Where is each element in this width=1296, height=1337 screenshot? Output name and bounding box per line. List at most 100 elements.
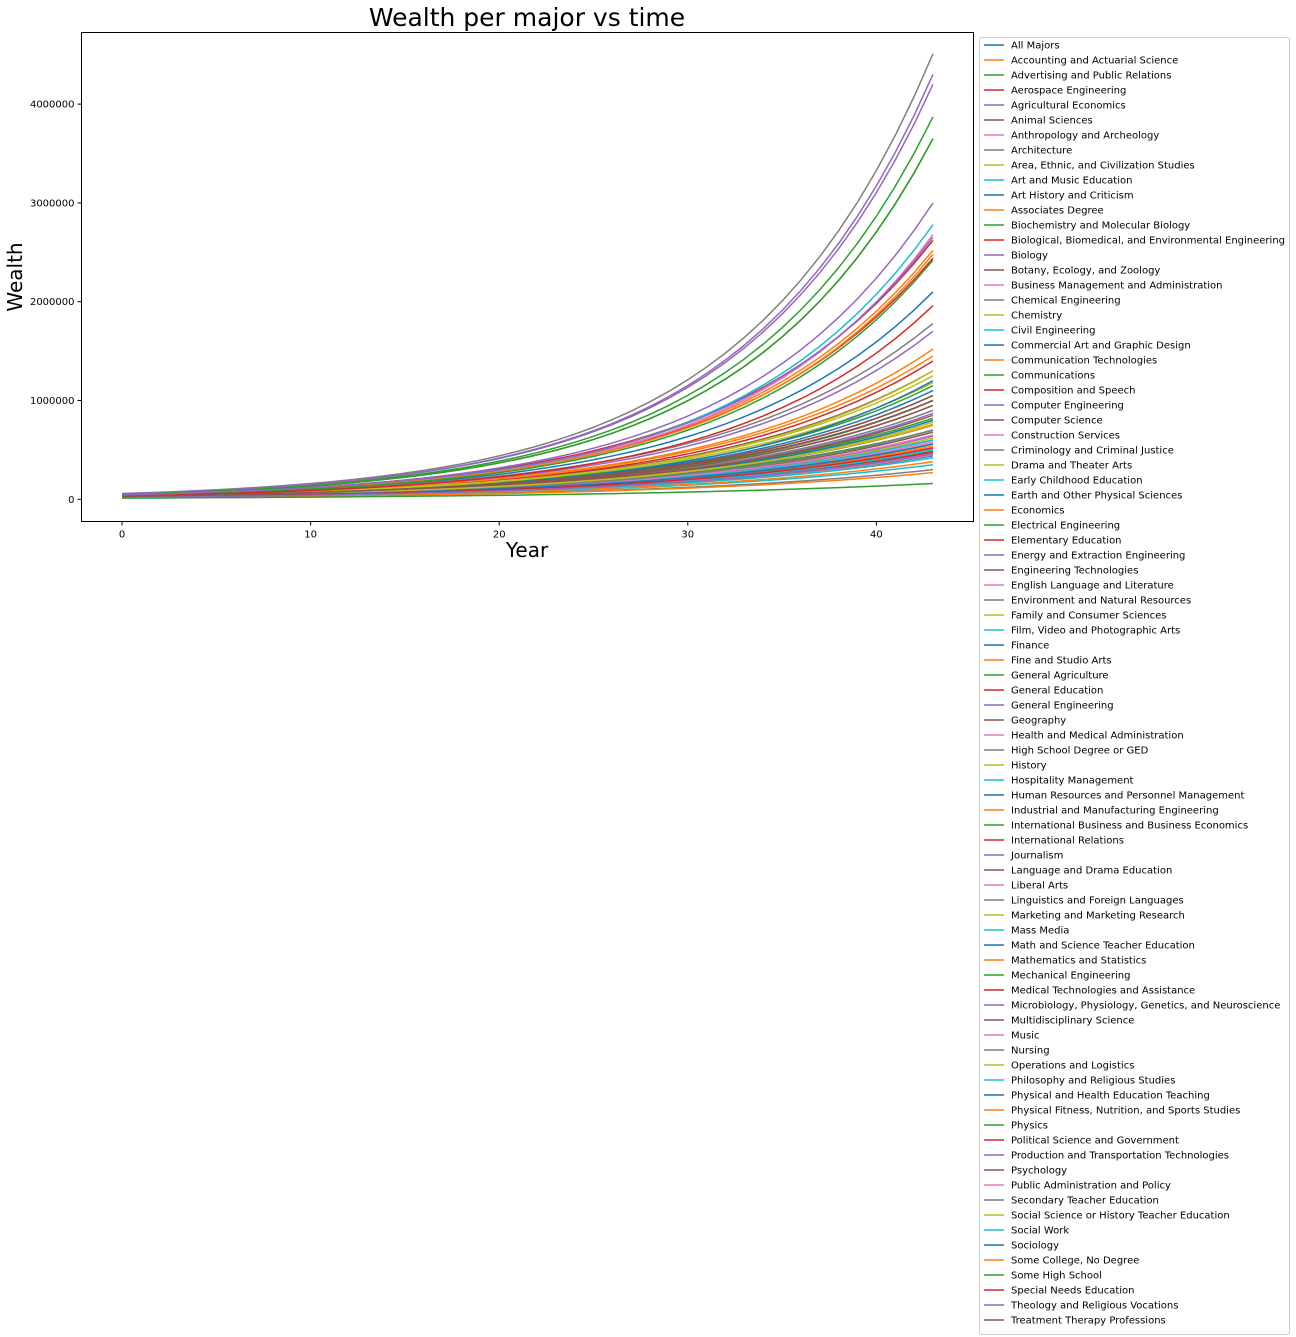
legend-label: Communication Technologies bbox=[1011, 356, 1157, 367]
x-axis-label: Year bbox=[505, 538, 549, 562]
legend-label: Commercial Art and Graphic Design bbox=[1011, 341, 1191, 352]
legend-label: Aerospace Engineering bbox=[1011, 86, 1126, 97]
legend-label: Biochemistry and Molecular Biology bbox=[1011, 221, 1190, 232]
y-axis-label: Wealth bbox=[3, 242, 27, 311]
legend-label: Some High School bbox=[1011, 1271, 1102, 1282]
legend-label: High School Degree or GED bbox=[1011, 746, 1149, 757]
legend-label: General Engineering bbox=[1011, 701, 1114, 712]
legend-label: Art and Music Education bbox=[1011, 176, 1132, 187]
legend-label: Philosophy and Religious Studies bbox=[1011, 1076, 1175, 1087]
legend: All Majors Accounting and Actuarial Scien… bbox=[979, 37, 1290, 1335]
legend-label: Math and Science Teacher Education bbox=[1011, 941, 1195, 952]
legend-label: Composition and Speech bbox=[1011, 386, 1135, 397]
legend-label: Theology and Religious Vocations bbox=[1010, 1301, 1178, 1312]
legend-label: Family and Consumer Sciences bbox=[1011, 611, 1167, 622]
legend-label: Engineering Technologies bbox=[1011, 566, 1138, 577]
legend-label: Nursing bbox=[1011, 1046, 1050, 1057]
chart-title: Wealth per major vs time bbox=[369, 3, 685, 32]
series-line bbox=[122, 394, 934, 498]
legend-label: Associates Degree bbox=[1011, 206, 1104, 217]
legend-label: Architecture bbox=[1011, 146, 1072, 157]
plot-area bbox=[122, 53, 934, 499]
x-tick-label: 10 bbox=[304, 530, 317, 541]
legend-label: Fine and Studio Arts bbox=[1011, 656, 1112, 667]
legend-label: Computer Science bbox=[1011, 416, 1103, 427]
legend-label: Advertising and Public Relations bbox=[1011, 71, 1171, 82]
legend-label: History bbox=[1011, 761, 1047, 772]
legend-label: Earth and Other Physical Sciences bbox=[1011, 491, 1182, 502]
legend-label: Botany, Ecology, and Zoology bbox=[1011, 266, 1160, 277]
legend-label: Electrical Engineering bbox=[1011, 521, 1120, 532]
legend-label: Psychology bbox=[1011, 1166, 1067, 1177]
legend-label: Art History and Criticism bbox=[1011, 191, 1134, 202]
legend-label: Criminology and Criminal Justice bbox=[1011, 446, 1174, 457]
legend-label: International Business and Business Econ… bbox=[1011, 821, 1248, 832]
y-axis-ticks: 0 1000000 2000000 3000000 4000000 bbox=[30, 100, 82, 506]
legend-label: Business Management and Administration bbox=[1011, 281, 1223, 292]
legend-label: Marketing and Marketing Research bbox=[1011, 911, 1185, 922]
legend-label: Production and Transportation Technologi… bbox=[1011, 1151, 1229, 1162]
legend-label: Construction Services bbox=[1011, 431, 1120, 442]
legend-label: International Relations bbox=[1011, 836, 1124, 847]
series-line bbox=[122, 202, 934, 496]
legend-label: Animal Sciences bbox=[1011, 116, 1093, 127]
legend-label: General Education bbox=[1011, 686, 1103, 697]
legend-label: Social Work bbox=[1011, 1226, 1069, 1237]
legend-label: Elementary Education bbox=[1011, 536, 1122, 547]
y-tick-label: 4000000 bbox=[30, 100, 75, 111]
legend-label: Early Childhood Education bbox=[1011, 476, 1143, 487]
legend-label: Music bbox=[1011, 1031, 1039, 1042]
legend-label: Biology bbox=[1011, 251, 1048, 262]
x-axis-ticks: 0 10 20 30 40 bbox=[119, 521, 883, 541]
legend-label: Mathematics and Statistics bbox=[1011, 956, 1146, 967]
series-line bbox=[122, 116, 934, 495]
legend-label: Multidisciplinary Science bbox=[1011, 1016, 1134, 1027]
legend-label: Public Administration and Policy bbox=[1011, 1181, 1171, 1192]
legend-label: Language and Drama Education bbox=[1011, 866, 1172, 877]
legend-label: Agricultural Economics bbox=[1011, 101, 1126, 112]
legend-label: Civil Engineering bbox=[1011, 326, 1095, 337]
legend-label: Communications bbox=[1011, 371, 1095, 382]
legend-label: Secondary Teacher Education bbox=[1011, 1196, 1159, 1207]
legend-label: Chemical Engineering bbox=[1011, 296, 1121, 307]
legend-label: Film, Video and Photographic Arts bbox=[1011, 626, 1180, 637]
series-line bbox=[122, 453, 934, 499]
legend-label: Linguistics and Foreign Languages bbox=[1011, 896, 1184, 907]
legend-label: Drama and Theater Arts bbox=[1011, 461, 1132, 472]
legend-label: Journalism bbox=[1010, 851, 1063, 862]
legend-label: Some College, No Degree bbox=[1011, 1256, 1139, 1267]
legend-label: Biological, Biomedical, and Environmenta… bbox=[1011, 236, 1285, 247]
legend-label: All Majors bbox=[1011, 41, 1060, 52]
legend-label: Geography bbox=[1011, 716, 1066, 727]
legend-label: Operations and Logistics bbox=[1011, 1061, 1134, 1072]
x-tick-label: 0 bbox=[119, 530, 125, 541]
y-tick-label: 2000000 bbox=[30, 297, 75, 308]
series-line bbox=[122, 74, 934, 495]
legend-label: General Agriculture bbox=[1011, 671, 1109, 682]
y-tick-label: 0 bbox=[68, 495, 74, 506]
legend-label: Physics bbox=[1011, 1121, 1048, 1132]
legend-label: Political Science and Government bbox=[1011, 1136, 1179, 1147]
plot-frame bbox=[81, 32, 974, 522]
series-line bbox=[122, 482, 933, 499]
y-tick-label: 3000000 bbox=[30, 198, 75, 209]
legend-label: Accounting and Actuarial Science bbox=[1011, 56, 1178, 67]
legend-label: Social Science or History Teacher Educat… bbox=[1011, 1211, 1230, 1222]
y-tick-label: 1000000 bbox=[30, 396, 75, 407]
legend-label: Mechanical Engineering bbox=[1011, 971, 1130, 982]
legend-label: Liberal Arts bbox=[1011, 881, 1068, 892]
legend-label: Area, Ethnic, and Civilization Studies bbox=[1011, 161, 1195, 172]
legend-label: Physical and Health Education Teaching bbox=[1011, 1091, 1210, 1102]
legend-label: Industrial and Manufacturing Engineering bbox=[1011, 806, 1219, 817]
legend-label: Human Resources and Personnel Management bbox=[1011, 791, 1244, 802]
series-line bbox=[122, 259, 934, 497]
legend-label: Physical Fitness, Nutrition, and Sports … bbox=[1011, 1106, 1240, 1117]
legend-label: Computer Engineering bbox=[1011, 401, 1124, 412]
series-line bbox=[122, 138, 934, 496]
legend-label: Special Needs Education bbox=[1011, 1286, 1135, 1297]
legend-label: Microbiology, Physiology, Genetics, and … bbox=[1011, 1001, 1280, 1012]
legend-label: Mass Media bbox=[1011, 926, 1069, 937]
legend-label: Health and Medical Administration bbox=[1011, 731, 1184, 742]
legend-label: Economics bbox=[1011, 506, 1065, 517]
